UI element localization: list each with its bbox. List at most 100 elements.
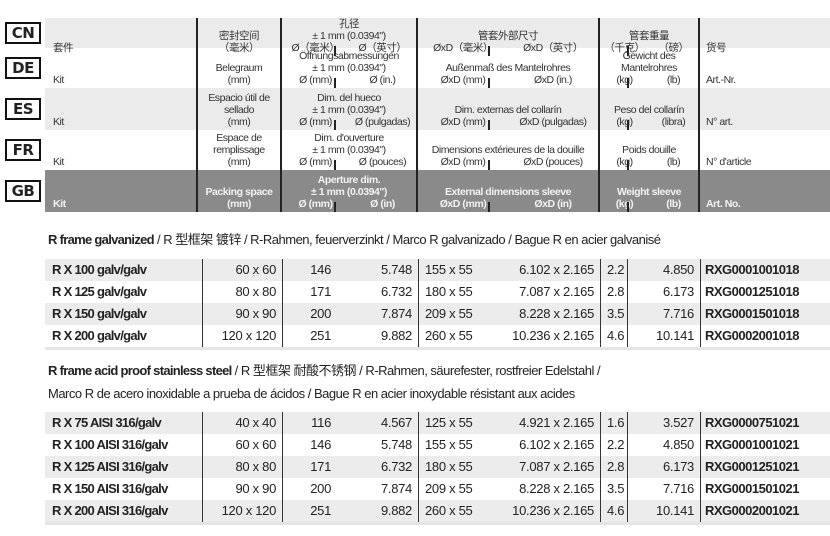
kit-header: Kit xyxy=(45,170,198,212)
divider-tick xyxy=(334,160,336,170)
art-label: Art. No. xyxy=(706,198,741,210)
weight-label: Peso del collarín xyxy=(614,104,684,116)
article-number: RXG0001001018 xyxy=(700,259,830,281)
divider-tick xyxy=(488,160,490,170)
aperture-mm: 200 xyxy=(282,303,337,325)
table-galvanized: R X 100 galv/galv 60 x 60 146 5.748 155 x 55… xyxy=(45,259,830,350)
external-header: External dimensions sleeve ØxD (mm) ØxD (i… xyxy=(418,170,600,212)
weight-unit: (kg) xyxy=(615,198,634,210)
kit-name: R X 100 AISI 316/galv xyxy=(52,437,168,452)
packing-label: （毫米） xyxy=(218,42,260,54)
weight-lb: 3.527 xyxy=(627,412,700,434)
table-row: R X 200 AISI 316/galv 120 x 120 251 9.882 26… xyxy=(45,500,830,522)
table-row: R X 75 AISI 316/galv 40 x 40 116 4.567 125 x… xyxy=(45,412,830,434)
external-in: 8.228 x 2.165 xyxy=(519,306,594,321)
aperture-in: 7.874 xyxy=(380,481,412,496)
packing-label: remplissage xyxy=(213,144,265,156)
divider-tick xyxy=(334,202,336,212)
packing-label: Packing space xyxy=(205,186,273,198)
weight-kg: 3.5 xyxy=(600,303,627,325)
aperture-label: 孔径 xyxy=(338,18,360,30)
weight-label: Gewicht des xyxy=(622,50,676,62)
weight-header: Gewicht des Mantelrohres (kg) (lb) xyxy=(600,48,700,88)
packing-space: 40 x 40 xyxy=(202,412,282,434)
external-mm: 209 x 55 xyxy=(418,478,487,500)
aperture-label: ± 1 mm (0.0394") xyxy=(311,186,387,198)
weight-label: Weight sleeve xyxy=(617,186,681,198)
weight-lb: 6.173 xyxy=(627,456,700,478)
kit-label: Kit xyxy=(53,198,66,210)
aperture-in: 7.874 xyxy=(380,306,412,321)
table-row: R X 150 AISI 316/galv 90 x 90 200 7.874 209 … xyxy=(45,478,830,500)
table-row: R X 100 galv/galv 60 x 60 146 5.748 155 x 55… xyxy=(45,259,830,281)
external-unit: ØxD (in.) xyxy=(534,74,572,86)
divider-tick xyxy=(627,78,629,88)
aperture-mm: 116 xyxy=(282,412,337,434)
weight-kg: 4.6 xyxy=(600,325,627,347)
aperture-label: Aperture dim. xyxy=(317,174,381,186)
weight-header: Weight sleeve (kg) (lb) xyxy=(600,170,700,212)
external-header: Außenmaß des Mantelrohres ØxD (mm) ØxD (in… xyxy=(418,48,600,88)
external-in: 4.921 x 2.165 xyxy=(519,415,594,430)
aperture-header: 孔径 ± 1 mm (0.0394") Ø（毫米） Ø（英寸） xyxy=(282,18,418,56)
table-row: R X 125 galv/galv 80 x 80 171 6.732 180 x 55… xyxy=(45,281,830,303)
aperture-header: Öffnungsabmessungen ± 1 mm (0.0394") Ø (mm… xyxy=(282,48,418,88)
external-label: 管套外部尺寸 xyxy=(477,30,539,42)
external-unit: ØxD (mm) xyxy=(440,74,486,86)
external-in: 8.228 x 2.165 xyxy=(519,481,594,496)
kit-name: R X 200 galv/galv xyxy=(52,328,147,343)
divider-tick xyxy=(627,46,629,56)
weight-kg: 1.6 xyxy=(600,412,627,434)
aperture-label: ± 1 mm (0.0394") xyxy=(312,30,386,42)
article-number: RXG0001251018 xyxy=(700,281,830,303)
weight-unit: (lb) xyxy=(666,156,681,168)
divider-tick xyxy=(488,202,490,212)
aperture-mm: 171 xyxy=(282,456,337,478)
aperture-unit: Ø（毫米） xyxy=(291,42,340,54)
weight-unit: （千克） xyxy=(604,42,645,54)
aperture-in: 6.732 xyxy=(380,284,412,299)
aperture-unit: Ø (mm) xyxy=(299,116,332,128)
aperture-in: 9.882 xyxy=(380,328,412,343)
art-header: Art.-Nr. xyxy=(700,48,830,88)
table-bottom-rule xyxy=(45,347,830,350)
aperture-in: 5.748 xyxy=(380,262,412,277)
section-title-stainless: R frame acid proof stainless steel / R 型… xyxy=(48,363,601,378)
divider-tick xyxy=(488,46,490,56)
external-mm: 180 x 55 xyxy=(418,281,487,303)
weight-kg: 4.6 xyxy=(600,500,627,522)
weight-kg: 2.8 xyxy=(600,456,627,478)
kit-label: 套件 xyxy=(53,42,74,54)
packing-space: 80 x 80 xyxy=(202,456,282,478)
table-row: R X 100 AISI 316/galv 60 x 60 146 5.748 155 … xyxy=(45,434,830,456)
table-row: R X 125 AISI 316/galv 80 x 80 171 6.732 180 … xyxy=(45,456,830,478)
external-unit: ØxD（英寸） xyxy=(523,42,583,54)
weight-label: Mantelrohres xyxy=(621,62,677,74)
aperture-unit: Ø (mm) xyxy=(299,156,332,168)
external-unit: ØxD (mm) xyxy=(440,116,486,128)
aperture-label: ± 1 mm (0.0394") xyxy=(312,144,386,156)
section-subtitle-stainless: Marco R de acero inoxidable a prueba de … xyxy=(48,386,575,401)
external-mm: 209 x 55 xyxy=(418,303,487,325)
aperture-mm: 171 xyxy=(282,281,337,303)
aperture-label: ± 1 mm (0.0394") xyxy=(312,104,386,116)
aperture-mm: 251 xyxy=(282,325,337,347)
packing-header: Espace de remplissage (mm) xyxy=(198,130,282,170)
kit-header: 套件 xyxy=(45,18,198,56)
table-bottom-rule xyxy=(45,522,830,525)
packing-header: Belegraum (mm) xyxy=(198,48,282,88)
header-row-es: Kit Espacio útil de sellado (mm) Dim. del hu… xyxy=(45,88,830,130)
divider-tick xyxy=(334,46,336,56)
kit-header: Kit xyxy=(45,48,198,88)
section-title-galvanized: R frame galvanized / R 型框架 镀锌 / R-Rahmen… xyxy=(48,232,661,247)
external-unit: ØxD (pouces) xyxy=(523,156,583,168)
table-stainless: R X 75 AISI 316/galv 40 x 40 116 4.567 125 x… xyxy=(45,412,830,525)
art-label: N° art. xyxy=(706,116,733,128)
divider-tick xyxy=(627,160,629,170)
kit-name: R X 75 AISI 316/galv xyxy=(52,415,162,430)
art-label: Art.-Nr. xyxy=(706,74,736,86)
article-number: RXG0002001021 xyxy=(700,500,830,522)
weight-label: Poids douille xyxy=(622,144,676,156)
external-mm: 260 x 55 xyxy=(418,325,487,347)
packing-label: (mm) xyxy=(227,74,251,86)
